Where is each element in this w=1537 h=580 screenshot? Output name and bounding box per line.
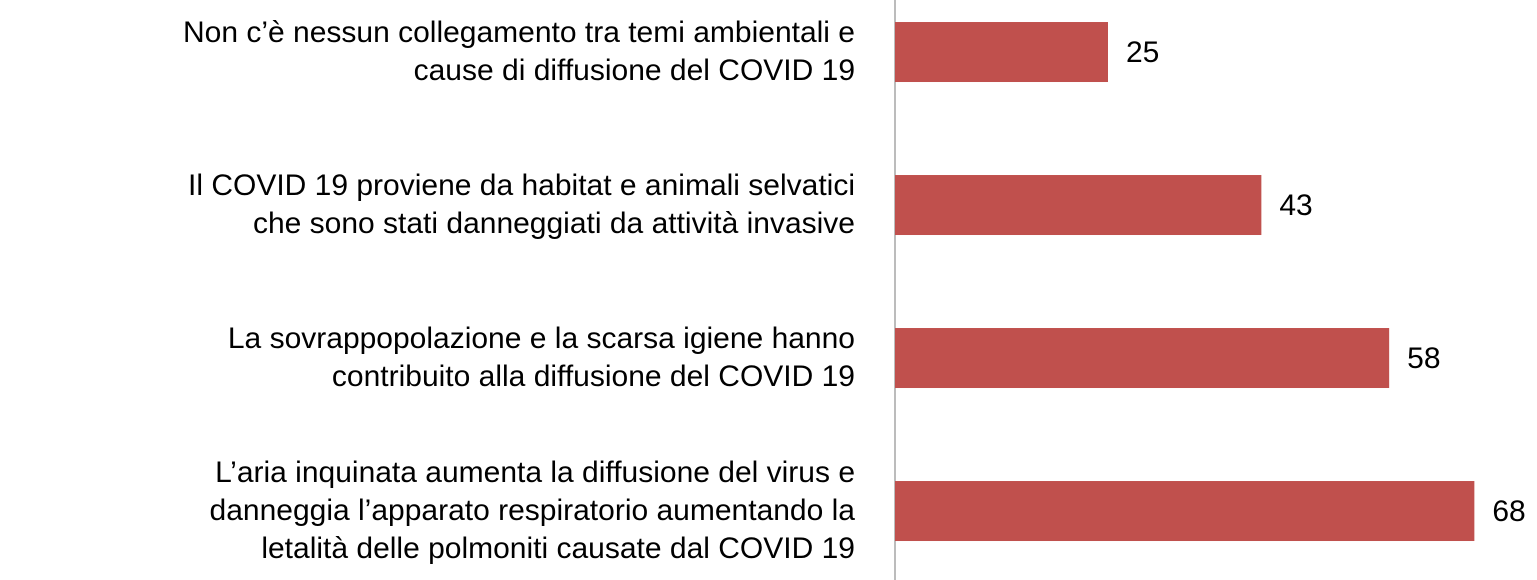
value-label: 58 bbox=[1407, 342, 1440, 375]
category-label: Il COVID 19 proviene da habitat e animal… bbox=[187, 169, 855, 241]
category-label: Non c’è nessun collegamento tra temi amb… bbox=[182, 16, 855, 88]
value-label: 25 bbox=[1126, 36, 1159, 69]
bar bbox=[895, 328, 1390, 389]
bar bbox=[895, 175, 1262, 236]
value-label: 68 bbox=[1492, 495, 1525, 528]
category-label: L’aria inquinata aumenta la diffusione d… bbox=[209, 456, 855, 566]
bar bbox=[895, 22, 1108, 83]
value-label: 43 bbox=[1279, 189, 1312, 222]
bar bbox=[895, 481, 1475, 542]
category-label: La sovrappopolazione e la scarsa igiene … bbox=[227, 322, 855, 394]
